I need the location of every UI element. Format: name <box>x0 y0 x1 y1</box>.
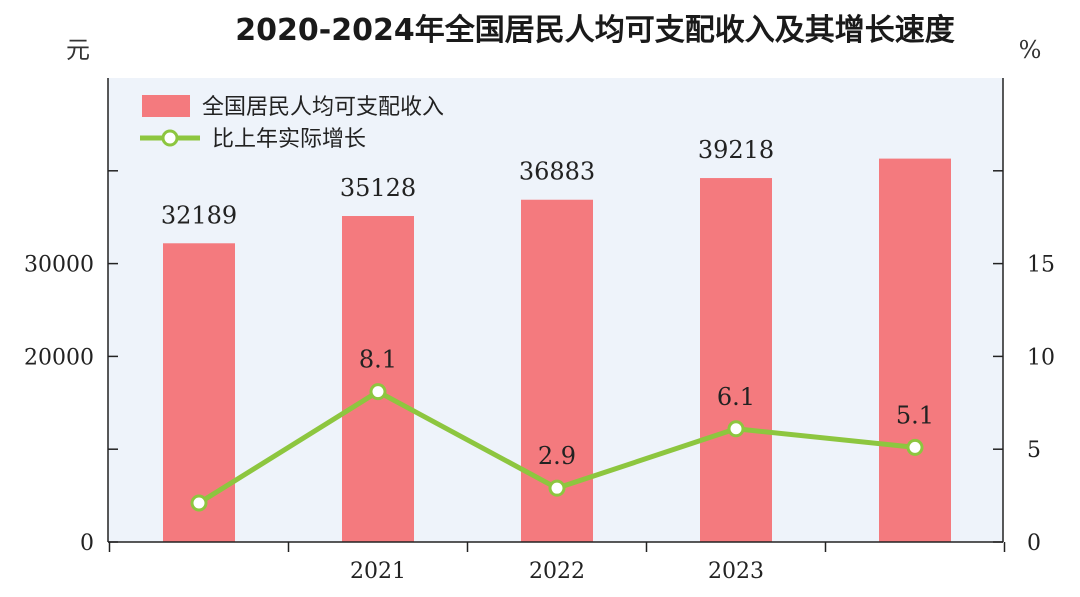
growth-value-label-2023: 6.1 <box>717 383 755 411</box>
bar-value-label-2023: 39218 <box>698 136 774 164</box>
bar-2023 <box>700 178 772 543</box>
growth-point-2024 <box>906 438 924 456</box>
growth-value-label-2021: 8.1 <box>359 346 397 374</box>
bar-value-label-2020: 32189 <box>161 201 237 229</box>
right-axis-unit: % <box>1019 36 1042 64</box>
x-tick-label-2023: 2023 <box>708 559 764 584</box>
growth-point-2022 <box>548 479 566 497</box>
growth-value-label-2022: 2.9 <box>538 442 576 470</box>
right-tick-label-15: 15 <box>1027 253 1055 278</box>
bar-2021 <box>342 216 414 543</box>
left-tick-label-20000: 20000 <box>24 345 94 370</box>
x-tick-label-2021: 2021 <box>350 559 406 584</box>
legend-bar-label: 全国居民人均可支配收入 <box>202 95 444 120</box>
left-tick-label-30000: 30000 <box>24 253 94 278</box>
bar-value-label-2022: 36883 <box>519 158 595 186</box>
growth-point-2020 <box>190 494 208 512</box>
bar-2020 <box>163 243 235 543</box>
growth-point-2023 <box>727 420 745 438</box>
x-tick-label-2022: 2022 <box>529 559 585 584</box>
growth-value-label-2024: 5.1 <box>896 401 934 429</box>
right-tick-label-10: 10 <box>1027 345 1055 370</box>
right-tick-label-0: 0 <box>1027 531 1041 556</box>
axes: 0 20000 30000 0 5 10 15 2021 2022 2023 <box>24 78 1055 584</box>
legend: 全国居民人均可支配收入 比上年实际增长 <box>140 95 444 152</box>
bar-2024 <box>879 158 951 542</box>
legend-line-label: 比上年实际增长 <box>212 127 366 152</box>
chart-title: 2020-2024年全国居民人均可支配收入及其增长速度 <box>235 13 954 48</box>
data-labels: 32189 35128 36883 39218 8.1 2.9 6.1 5.1 <box>161 136 934 470</box>
growth-point-2021 <box>369 383 387 401</box>
bar-value-label-2021: 35128 <box>340 174 416 202</box>
right-tick-label-5: 5 <box>1027 438 1041 463</box>
line-series <box>190 383 924 512</box>
legend-bar-swatch <box>142 95 190 117</box>
legend-line-marker <box>161 129 179 147</box>
left-axis-unit: 元 <box>66 36 90 64</box>
left-tick-label-0: 0 <box>80 531 94 556</box>
